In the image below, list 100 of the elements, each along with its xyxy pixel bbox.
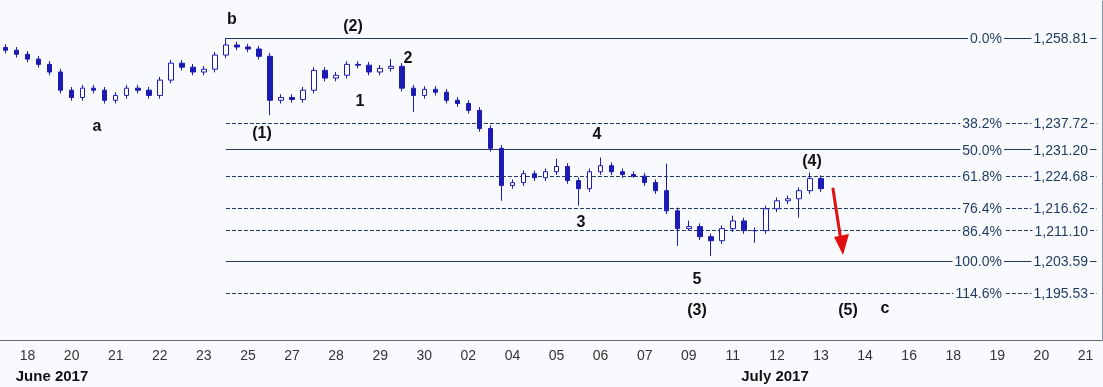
candlestick — [69, 86, 74, 102]
candlestick — [245, 43, 251, 53]
candlestick — [488, 124, 493, 153]
candlestick — [444, 88, 449, 105]
x-tick-label: 13 — [813, 347, 829, 363]
candlestick — [366, 61, 372, 76]
annotation: 38.2% — [962, 115, 1002, 132]
candlestick — [565, 162, 570, 185]
candlestick — [499, 144, 504, 202]
candlestick — [212, 51, 218, 73]
candlestick — [543, 167, 548, 182]
x-tick-label: 30 — [416, 347, 433, 363]
x-tick-label: 09 — [680, 347, 697, 363]
candlestick — [796, 186, 802, 219]
candlestick — [422, 85, 427, 100]
text: June 2017 — [15, 366, 89, 384]
candlestick — [278, 93, 284, 105]
annotation: 4 — [592, 124, 602, 142]
candlestick — [91, 84, 96, 94]
annotation: 86.4% — [962, 222, 1002, 239]
candlestick — [609, 161, 614, 176]
candlestick — [201, 65, 207, 76]
candlestick — [333, 71, 339, 82]
x-tick-label: 05 — [548, 347, 565, 363]
y-tick-label: 1,195.53 — [1033, 285, 1089, 302]
candlestick — [719, 224, 725, 245]
candlestick — [190, 63, 196, 76]
x-tick-label: 04 — [504, 347, 521, 363]
candlestick — [785, 195, 791, 205]
candlestick — [653, 178, 658, 195]
y-tick-label: 1,258.81 — [1033, 30, 1089, 47]
y-tick-label: 1,224.68 — [1033, 167, 1089, 184]
candlestick — [620, 167, 625, 179]
candlestick — [234, 41, 240, 51]
candlestick — [752, 226, 758, 244]
annotation: (2) — [343, 16, 363, 34]
candlestick — [102, 86, 107, 105]
x-tick-label: 28 — [328, 347, 345, 363]
candlestick — [510, 178, 515, 190]
annotation: (4) — [802, 151, 822, 169]
candlestick — [157, 76, 163, 100]
candlestick — [179, 59, 185, 71]
annotation: (1) — [252, 123, 272, 141]
candlestick — [455, 96, 460, 108]
candlestick — [377, 64, 383, 76]
annotation: 3 — [576, 212, 586, 230]
candlestick — [763, 205, 769, 235]
candlestick — [146, 86, 152, 100]
candlestick — [267, 52, 273, 116]
candlestick — [554, 158, 559, 176]
candlestick — [344, 60, 350, 79]
candlestick — [697, 222, 703, 241]
annotation: a — [92, 116, 102, 134]
x-tick-label: 14 — [857, 347, 874, 363]
candlestick — [818, 174, 824, 193]
candlestick — [399, 62, 405, 92]
candlestick — [587, 167, 592, 193]
annotation: 100.0% — [954, 252, 1002, 269]
candlestick — [774, 197, 780, 213]
candlestick — [477, 106, 482, 133]
annotation: 114.6% — [955, 285, 1002, 302]
x-tick-label: 20 — [63, 347, 80, 363]
x-tick-label: 27 — [284, 347, 301, 363]
y-tick-label: 1,237.72 — [1033, 115, 1089, 132]
x-tick-label: 20 — [1033, 347, 1050, 363]
candlestick — [3, 43, 8, 54]
y-tick-label: 1,231.20 — [1033, 141, 1089, 158]
candlestick — [631, 170, 636, 179]
candlestick — [47, 60, 52, 76]
candlestick — [311, 66, 317, 94]
candlestick — [664, 163, 669, 215]
annotation: (3) — [687, 300, 707, 318]
candlestick — [355, 60, 361, 69]
x-tick-label: 18 — [945, 347, 962, 363]
candlestick — [14, 46, 19, 58]
candlestick — [36, 55, 41, 69]
x-tick-label: 29 — [372, 347, 389, 363]
candlestick — [113, 91, 118, 105]
annotation: 5 — [692, 269, 702, 287]
annotation: c — [880, 298, 890, 316]
candlestick — [576, 176, 581, 207]
candlestick — [686, 220, 692, 231]
annotation: 76.4% — [962, 200, 1002, 217]
candlestick — [411, 84, 416, 113]
candlestick — [135, 84, 141, 94]
x-tick-label: 07 — [636, 347, 653, 363]
x-tick-label: 16 — [901, 347, 918, 363]
y-tick-label: 1,216.62 — [1033, 200, 1089, 217]
candlestick — [58, 68, 63, 94]
x-tick-label: 22 — [152, 347, 168, 363]
annotation: (5) — [838, 300, 858, 318]
candlestick — [433, 85, 438, 96]
annotation: 1 — [355, 91, 365, 109]
candlestick — [598, 157, 603, 176]
candlestick — [730, 215, 736, 233]
candlestick — [642, 172, 647, 187]
candlestick — [708, 232, 714, 257]
x-tick-label: 23 — [196, 347, 212, 363]
y-tick-label: 1,211.10 — [1034, 222, 1089, 239]
x-tick-label: 21 — [107, 347, 124, 363]
